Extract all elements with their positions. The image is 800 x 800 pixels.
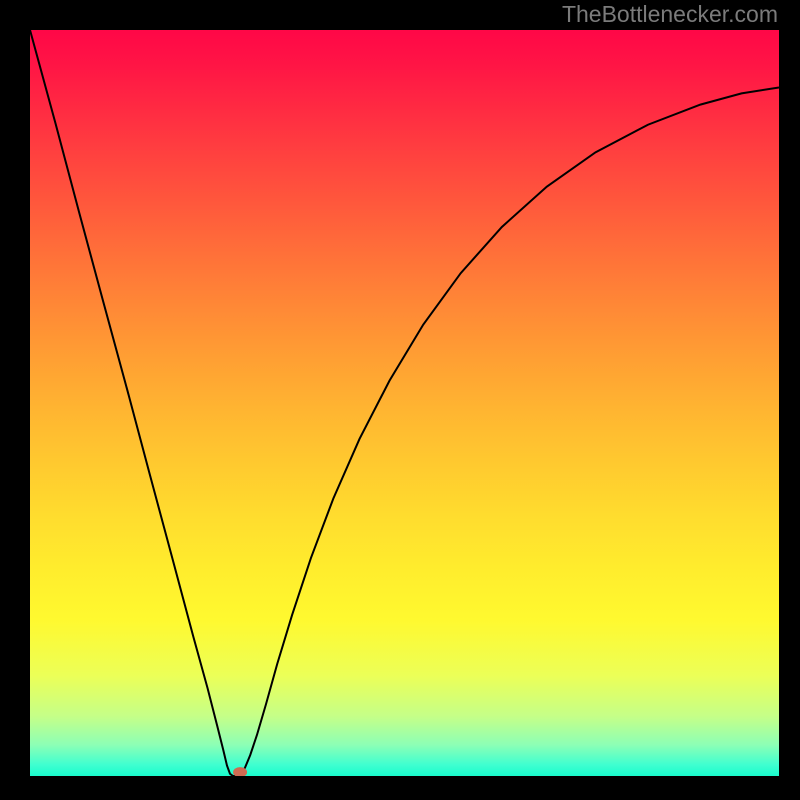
curve-layer bbox=[30, 30, 779, 776]
chart-stage: TheBottlenecker.com bbox=[0, 0, 800, 800]
frame-border-right bbox=[779, 0, 800, 800]
optimum-marker bbox=[233, 767, 247, 776]
frame-border-bottom bbox=[0, 776, 800, 800]
frame-border-left bbox=[0, 0, 30, 800]
watermark-text: TheBottlenecker.com bbox=[562, 1, 778, 28]
plot-area bbox=[30, 30, 779, 776]
bottleneck-curve bbox=[30, 30, 779, 776]
